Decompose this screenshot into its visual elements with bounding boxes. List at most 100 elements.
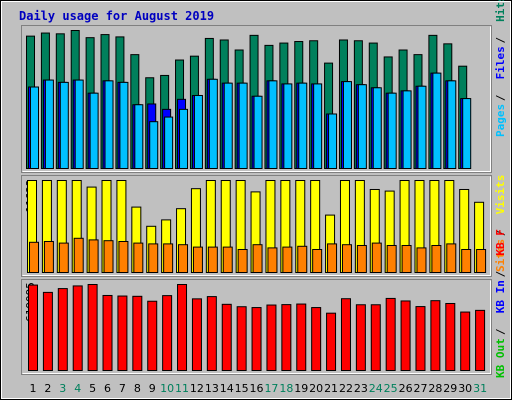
- pages-bar-day-15: [238, 82, 248, 169]
- pages-bar-day-7: [119, 81, 129, 169]
- x-tick-day-21: 21: [324, 382, 338, 395]
- kbytes-bar-day-19: [296, 303, 307, 371]
- sites-bar-day-24: [371, 242, 382, 274]
- sites-bar-day-31: [476, 248, 487, 273]
- sites-bar-day-28: [431, 244, 442, 273]
- visits-sites-legend: Sites / Visits: [494, 175, 507, 272]
- kbytes-bar-day-31: [475, 309, 486, 372]
- kbytes-bar-day-13: [206, 296, 217, 371]
- pages-bar-day-19: [298, 82, 308, 169]
- sites-bar-day-8: [133, 242, 144, 274]
- kbytes-bar-day-12: [191, 298, 202, 371]
- legend-sites: Sites: [494, 239, 507, 272]
- sites-bar-day-29: [446, 243, 457, 274]
- pages-bar-day-26: [402, 90, 412, 169]
- x-tick-day-30: 30: [458, 382, 472, 395]
- pages-bar-day-8: [134, 104, 144, 170]
- x-tick-day-10: 10: [160, 382, 174, 395]
- pages-bar-day-16: [253, 95, 263, 169]
- sites-bar-day-10: [163, 243, 174, 274]
- pages-bar-day-6: [104, 80, 114, 169]
- pages-bar-day-10: [164, 116, 174, 169]
- kbytes-bar-day-24: [370, 304, 381, 371]
- x-tick-day-12: 12: [190, 382, 204, 395]
- pages-bar-day-29: [447, 80, 457, 169]
- kbytes-bar-day-4: [72, 285, 83, 372]
- sites-bar-day-25: [386, 244, 397, 273]
- sites-bar-day-19: [297, 245, 308, 273]
- pages-bar-day-14: [223, 82, 233, 169]
- x-tick-day-18: 18: [279, 382, 293, 395]
- x-tick-day-11: 11: [175, 382, 189, 395]
- kbytes-bar-day-9: [147, 300, 158, 371]
- pages-bar-day-21: [328, 113, 338, 169]
- legend-separator: /: [494, 271, 507, 278]
- kbytes-bar-day-7: [117, 295, 128, 371]
- sites-bar-day-11: [178, 244, 189, 273]
- x-tick-day-25: 25: [384, 382, 398, 395]
- x-tick-day-31: 31: [473, 382, 487, 395]
- kbytes-bar-day-10: [162, 295, 173, 372]
- kbytes-bar-day-15: [236, 306, 247, 372]
- kbytes-bar-day-20: [311, 307, 322, 372]
- x-tick-day-27: 27: [413, 382, 427, 395]
- x-tick-day-7: 7: [119, 382, 126, 395]
- kbytes-bar-day-23: [355, 304, 366, 371]
- x-tick-day-1: 1: [30, 382, 37, 395]
- kbytes-bar-day-30: [460, 311, 471, 372]
- pages-bar-day-12: [193, 94, 203, 169]
- sites-bar-day-1: [29, 241, 39, 273]
- kbytes-bar-day-2: [42, 291, 53, 371]
- x-tick-day-6: 6: [104, 382, 111, 395]
- x-tick-day-19: 19: [294, 382, 308, 395]
- pages-bar-day-22: [342, 81, 352, 169]
- x-tick-day-29: 29: [443, 382, 457, 395]
- sites-bar-day-2: [43, 240, 54, 273]
- legend-separator: /: [494, 94, 507, 101]
- x-tick-day-28: 28: [428, 382, 442, 395]
- hits-files-pages-legend: Pages / Files / Hits: [494, 0, 507, 137]
- sites-bar-day-21: [327, 243, 338, 274]
- x-tick-day-24: 24: [369, 382, 383, 395]
- pages-bar-day-18: [283, 83, 293, 169]
- pages-bar-day-25: [387, 92, 397, 169]
- x-tick-day-22: 22: [339, 382, 353, 395]
- kbytes-bar-day-17: [266, 304, 277, 371]
- legend-hits: Hits: [494, 0, 507, 22]
- x-tick-day-15: 15: [235, 382, 249, 395]
- sites-bar-day-15: [237, 248, 248, 273]
- legend-kb-out: KB Out: [494, 338, 507, 378]
- kbytes-panel-edge: [22, 280, 491, 374]
- kbytes-bar-day-6: [102, 294, 113, 372]
- x-tick-day-13: 13: [205, 382, 219, 395]
- kbytes-bar-day-28: [430, 300, 441, 372]
- pages-bar-day-20: [313, 83, 323, 169]
- kbytes-legend: KB Out / KB In / KB F: [494, 229, 507, 378]
- chart-bars: [26, 30, 487, 372]
- sites-bar-day-3: [58, 242, 69, 274]
- sites-bar-day-16: [252, 244, 263, 273]
- x-tick-day-9: 9: [149, 382, 156, 395]
- x-tick-day-8: 8: [134, 382, 141, 395]
- pages-bar-day-11: [179, 108, 189, 170]
- kbytes-bar-day-3: [57, 288, 68, 371]
- sites-bar-day-6: [103, 240, 114, 273]
- sites-bar-day-14: [222, 246, 233, 274]
- legend-pages: Pages: [494, 104, 507, 137]
- x-tick-day-17: 17: [264, 382, 278, 395]
- x-tick-day-23: 23: [354, 382, 368, 395]
- pages-bar-day-9: [149, 121, 159, 169]
- x-tick-day-26: 26: [399, 382, 413, 395]
- sites-bar-day-23: [356, 244, 367, 273]
- x-tick-day-5: 5: [89, 382, 96, 395]
- pages-bar-day-1: [30, 86, 39, 169]
- kbytes-bar-day-11: [177, 284, 188, 371]
- sites-bar-day-27: [416, 247, 427, 274]
- legend-separator: /: [494, 37, 507, 44]
- sites-bar-day-7: [118, 240, 129, 273]
- pages-bar-day-13: [208, 78, 218, 169]
- x-tick-day-3: 3: [59, 382, 66, 395]
